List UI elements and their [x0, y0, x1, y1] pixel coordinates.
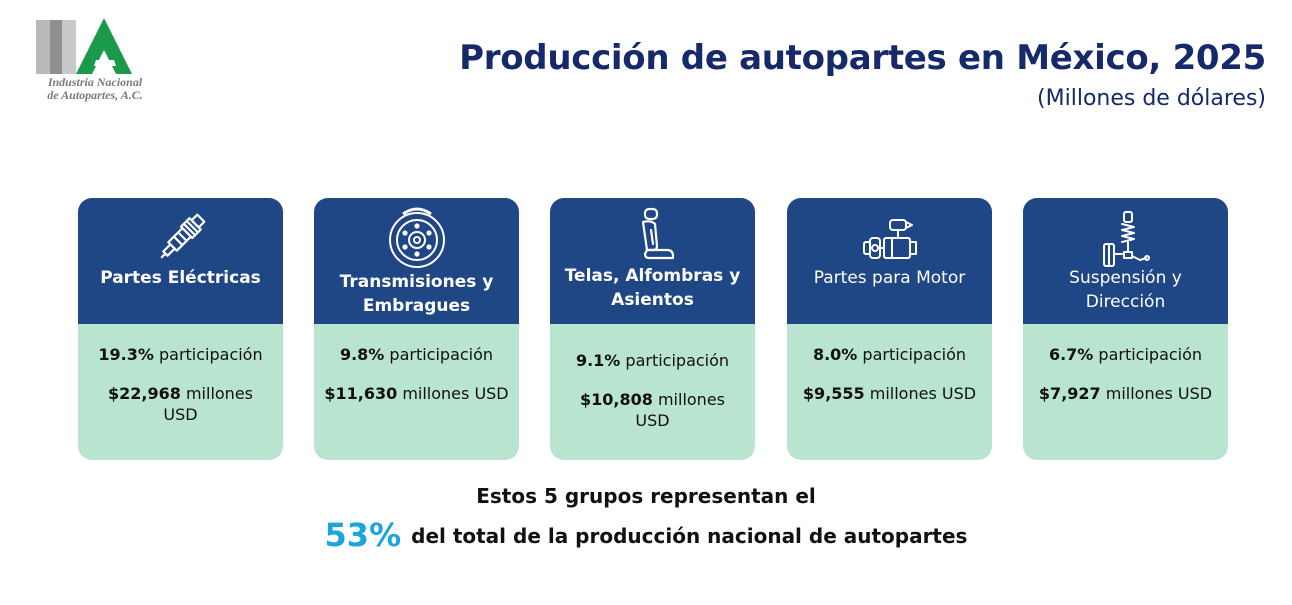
- suspension-icon: [1102, 211, 1150, 267]
- card-category: Partes para Motor: [813, 268, 966, 288]
- footer-percent: 53%: [324, 516, 402, 554]
- page-title: Producción de autopartes en México, 2025: [459, 38, 1266, 78]
- engine-parts-icon: [862, 219, 917, 259]
- ina-logo: Industria Nacional de Autopartes, A.C.: [20, 16, 160, 112]
- amount-value: $22,968: [108, 384, 181, 403]
- car-seat-icon: [641, 207, 674, 260]
- amount-unit: millones USD: [397, 384, 509, 403]
- category-card-textiles: Telas, Alfombras y Asientos 9.1% partici…: [550, 198, 755, 460]
- category-card-transmissions: Transmisiones y Embragues 9.8% participa…: [314, 198, 519, 460]
- ina-logo-mark: [36, 18, 132, 74]
- share-line: 9.8% participación: [314, 344, 519, 365]
- logo-text: Industria Nacional de Autopartes, A.C.: [20, 76, 170, 102]
- spark-plug-icon: [159, 213, 205, 259]
- card-header: Transmisiones y Embragues: [314, 198, 519, 324]
- card-body: 6.7% participación $7,927 millones USD: [1023, 324, 1228, 404]
- card-body: 9.1% participación $10,808 millones USD: [550, 324, 755, 431]
- amount-value: $7,927: [1038, 384, 1101, 403]
- card-header: Partes Eléctricas: [78, 198, 283, 324]
- category-card-suspension: Suspensión y Dirección 6.7% participació…: [1023, 198, 1228, 460]
- amount-unit: millones USD: [1100, 384, 1213, 403]
- card-body: 9.8% participación $11,630 millones USD: [314, 324, 519, 404]
- amount-line: $10,808 millones USD: [550, 389, 755, 431]
- logo-text-line2: de Autopartes, A.C.: [47, 88, 143, 102]
- logo-text-line1: Industria Nacional: [47, 75, 143, 89]
- share-line: 8.0% participación: [787, 344, 992, 365]
- card-header: Telas, Alfombras y Asientos: [550, 198, 755, 324]
- amount-line: $11,630 millones USD: [314, 383, 519, 404]
- card-header: Partes para Motor: [787, 198, 992, 324]
- share-line: 6.7% participación: [1023, 344, 1228, 365]
- card-category: Suspensión y Dirección: [1069, 268, 1182, 312]
- amount-value: $9,555: [802, 384, 865, 403]
- footer-line2-text: del total de la producción nacional de a…: [411, 524, 968, 548]
- share-label: participación: [857, 345, 967, 364]
- amount-line: $22,968 millones USD: [78, 383, 283, 425]
- brake-disc-icon: [388, 207, 445, 268]
- share-label: participación: [620, 351, 730, 370]
- share-value: 9.8%: [339, 345, 385, 364]
- share-value: 6.7%: [1048, 345, 1094, 364]
- card-body: 19.3% participación $22,968 millones USD: [78, 324, 283, 425]
- card-category: Transmisiones y Embragues: [339, 272, 494, 316]
- amount-unit: millones USD: [163, 384, 253, 424]
- category-card-electrical: Partes Eléctricas 19.3% participación $2…: [78, 198, 283, 460]
- share-value: 9.1%: [575, 351, 621, 370]
- share-label: participación: [1093, 345, 1203, 364]
- card-category: Partes Eléctricas: [100, 268, 261, 288]
- card-header: Suspensión y Dirección: [1023, 198, 1228, 324]
- share-value: 19.3%: [98, 345, 154, 364]
- category-card-engine: Partes para Motor 8.0% participación $9,…: [787, 198, 992, 460]
- share-line: 9.1% participación: [550, 350, 755, 371]
- share-label: participación: [153, 345, 263, 364]
- amount-value: $10,808: [580, 390, 653, 409]
- amount-unit: millones USD: [864, 384, 977, 403]
- card-body: 8.0% participación $9,555 millones USD: [787, 324, 992, 404]
- card-category: Telas, Alfombras y Asientos: [564, 266, 741, 310]
- share-value: 8.0%: [812, 345, 858, 364]
- share-label: participación: [384, 345, 494, 364]
- page-subtitle: (Millones de dólares): [1037, 86, 1266, 111]
- amount-unit: millones USD: [635, 390, 725, 430]
- amount-value: $11,630: [324, 384, 398, 403]
- footer-line1: Estos 5 grupos representan el: [476, 484, 816, 508]
- amount-line: $9,555 millones USD: [787, 383, 992, 404]
- footer-line2: 53% del total de la producción nacional d…: [0, 516, 1292, 554]
- amount-line: $7,927 millones USD: [1023, 383, 1228, 404]
- share-line: 19.3% participación: [78, 344, 283, 365]
